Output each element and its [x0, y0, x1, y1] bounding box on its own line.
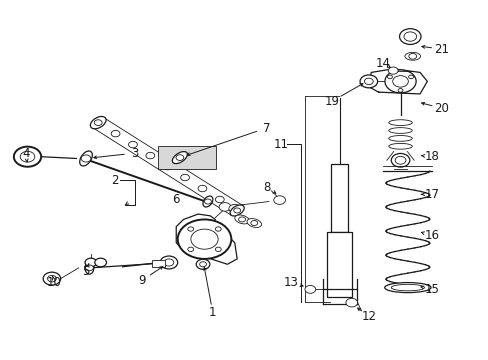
Ellipse shape — [203, 196, 212, 207]
Circle shape — [196, 259, 209, 269]
Circle shape — [273, 196, 285, 204]
Polygon shape — [176, 214, 237, 264]
Ellipse shape — [85, 262, 94, 274]
Text: 4: 4 — [22, 147, 30, 159]
Ellipse shape — [230, 205, 244, 216]
Circle shape — [85, 258, 97, 267]
Circle shape — [215, 227, 221, 231]
Ellipse shape — [388, 120, 411, 126]
Circle shape — [85, 265, 93, 271]
Circle shape — [228, 204, 240, 213]
Circle shape — [43, 272, 61, 285]
Circle shape — [215, 196, 224, 203]
Ellipse shape — [394, 156, 405, 164]
Circle shape — [250, 221, 257, 226]
Text: 13: 13 — [283, 276, 298, 289]
Text: 21: 21 — [434, 42, 448, 55]
Text: 14: 14 — [375, 57, 390, 70]
Text: 5: 5 — [82, 265, 89, 278]
Circle shape — [384, 70, 415, 93]
Ellipse shape — [246, 219, 261, 228]
Circle shape — [387, 75, 391, 79]
Ellipse shape — [390, 153, 409, 167]
Circle shape — [219, 203, 230, 211]
Text: 11: 11 — [273, 138, 288, 150]
Circle shape — [397, 89, 402, 92]
Circle shape — [387, 67, 397, 74]
Text: 10: 10 — [47, 276, 61, 289]
Text: 6: 6 — [172, 193, 180, 206]
Text: 2: 2 — [111, 174, 119, 186]
Ellipse shape — [90, 116, 106, 129]
Text: 1: 1 — [209, 306, 216, 319]
Circle shape — [190, 229, 218, 249]
Text: 3: 3 — [131, 147, 138, 159]
Text: 18: 18 — [424, 150, 439, 163]
Circle shape — [47, 275, 56, 282]
Circle shape — [111, 130, 120, 137]
Ellipse shape — [80, 151, 92, 166]
Circle shape — [81, 155, 91, 162]
Circle shape — [187, 247, 193, 252]
Circle shape — [163, 259, 173, 266]
Circle shape — [359, 75, 377, 88]
Circle shape — [177, 220, 231, 259]
Text: 15: 15 — [424, 283, 439, 296]
Circle shape — [403, 32, 416, 41]
Circle shape — [20, 151, 35, 162]
Circle shape — [345, 298, 357, 307]
Circle shape — [95, 258, 106, 267]
Circle shape — [145, 152, 154, 159]
Text: 19: 19 — [324, 95, 339, 108]
Polygon shape — [368, 69, 427, 94]
Bar — [327, 232, 351, 297]
Circle shape — [94, 120, 102, 126]
Ellipse shape — [234, 215, 249, 224]
Circle shape — [392, 76, 407, 87]
Circle shape — [232, 207, 241, 214]
Circle shape — [128, 141, 137, 148]
Ellipse shape — [172, 152, 187, 163]
Bar — [152, 260, 164, 267]
Circle shape — [238, 217, 245, 222]
Circle shape — [187, 227, 193, 231]
Polygon shape — [92, 118, 243, 215]
Circle shape — [14, 147, 41, 167]
Text: 8: 8 — [262, 181, 269, 194]
Ellipse shape — [404, 52, 420, 60]
Circle shape — [408, 75, 413, 79]
Ellipse shape — [384, 283, 430, 293]
Circle shape — [215, 247, 221, 252]
Circle shape — [305, 285, 315, 293]
Ellipse shape — [388, 135, 411, 141]
Circle shape — [408, 53, 416, 59]
Text: 9: 9 — [138, 274, 145, 287]
Text: 7: 7 — [262, 122, 270, 135]
Circle shape — [163, 163, 172, 170]
Bar — [330, 164, 347, 232]
Circle shape — [94, 120, 102, 126]
Circle shape — [364, 78, 372, 85]
Circle shape — [176, 155, 183, 161]
Text: 20: 20 — [434, 102, 448, 115]
Circle shape — [180, 174, 189, 181]
Ellipse shape — [388, 128, 411, 134]
Text: 12: 12 — [361, 310, 376, 323]
Bar — [158, 146, 216, 169]
Ellipse shape — [388, 143, 411, 149]
Text: 16: 16 — [424, 229, 439, 242]
Circle shape — [399, 29, 420, 44]
Circle shape — [198, 185, 206, 192]
Text: 17: 17 — [424, 188, 439, 201]
Circle shape — [199, 262, 206, 267]
Ellipse shape — [390, 284, 424, 291]
Circle shape — [204, 199, 211, 204]
Circle shape — [160, 256, 177, 269]
Circle shape — [233, 208, 240, 213]
